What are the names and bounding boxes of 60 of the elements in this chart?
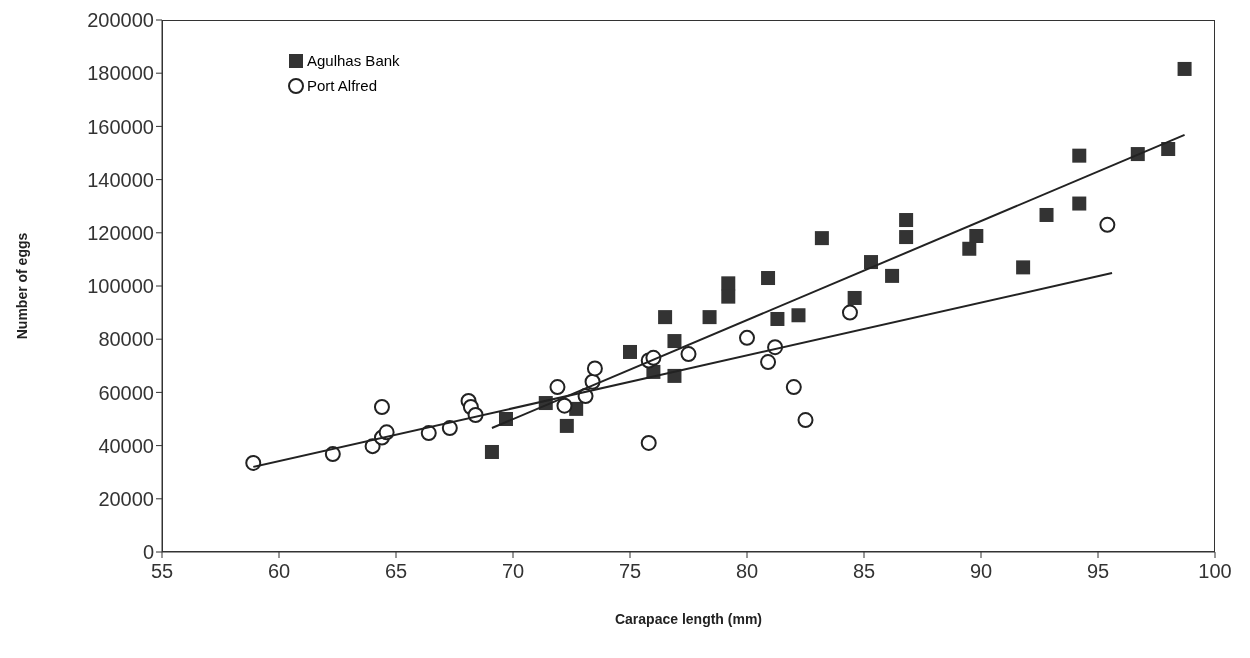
point — [640, 434, 657, 451]
y-tick-label: 200000 — [87, 9, 154, 32]
point — [797, 412, 814, 429]
y-tick-label: 160000 — [87, 115, 154, 138]
point — [1177, 61, 1192, 76]
point — [484, 444, 499, 459]
point — [841, 304, 858, 321]
y-tick-label: 140000 — [87, 168, 154, 191]
point — [721, 289, 736, 304]
point — [847, 290, 862, 305]
x-tick-label: 70 — [501, 560, 525, 583]
point — [559, 418, 574, 433]
point — [814, 231, 829, 246]
x-tick-label: 95 — [1086, 560, 1110, 583]
point — [1072, 148, 1087, 163]
point — [586, 360, 603, 377]
point — [739, 329, 755, 346]
x-tick-label: 75 — [618, 560, 642, 583]
x-tick-label: 65 — [384, 560, 408, 583]
point — [962, 241, 977, 256]
x-tick-label: 80 — [735, 560, 759, 583]
point — [658, 310, 673, 325]
point — [899, 213, 914, 228]
point — [761, 271, 776, 286]
y-axis-title: Number of eggs — [13, 232, 30, 340]
point — [1099, 216, 1116, 233]
y-tick-label: 80000 — [98, 328, 154, 351]
point — [721, 276, 736, 291]
point — [667, 334, 682, 349]
x-tick-label: 60 — [267, 560, 291, 583]
legend-label: Port Alfred — [307, 76, 378, 96]
x-tick-label: 90 — [969, 560, 993, 583]
y-tick-label: 180000 — [87, 62, 154, 85]
point — [623, 344, 637, 359]
point — [373, 399, 390, 416]
point — [1016, 260, 1031, 275]
y-tick-label: 100000 — [87, 275, 154, 298]
point — [969, 228, 984, 243]
point — [760, 354, 777, 371]
point — [1039, 207, 1054, 222]
point — [680, 346, 697, 363]
x-axis-title: Carapace length (mm) — [614, 611, 763, 627]
y-tick-label: 20000 — [98, 487, 154, 510]
y-tick-label: 40000 — [98, 434, 154, 457]
point — [556, 397, 573, 414]
y-tick-label: 60000 — [98, 381, 154, 404]
point — [791, 308, 806, 323]
point — [899, 230, 914, 245]
point — [785, 379, 802, 396]
point — [245, 454, 262, 471]
point — [770, 311, 785, 326]
point — [885, 268, 900, 283]
x-tick-label: 100 — [1198, 560, 1232, 583]
legend-label: Agulhas Bank — [307, 51, 400, 71]
point — [702, 310, 717, 325]
x-tick-label: 85 — [852, 560, 876, 583]
point — [1161, 142, 1176, 157]
point — [1072, 196, 1087, 211]
y-tick-label: 120000 — [87, 221, 154, 244]
point — [549, 379, 566, 396]
